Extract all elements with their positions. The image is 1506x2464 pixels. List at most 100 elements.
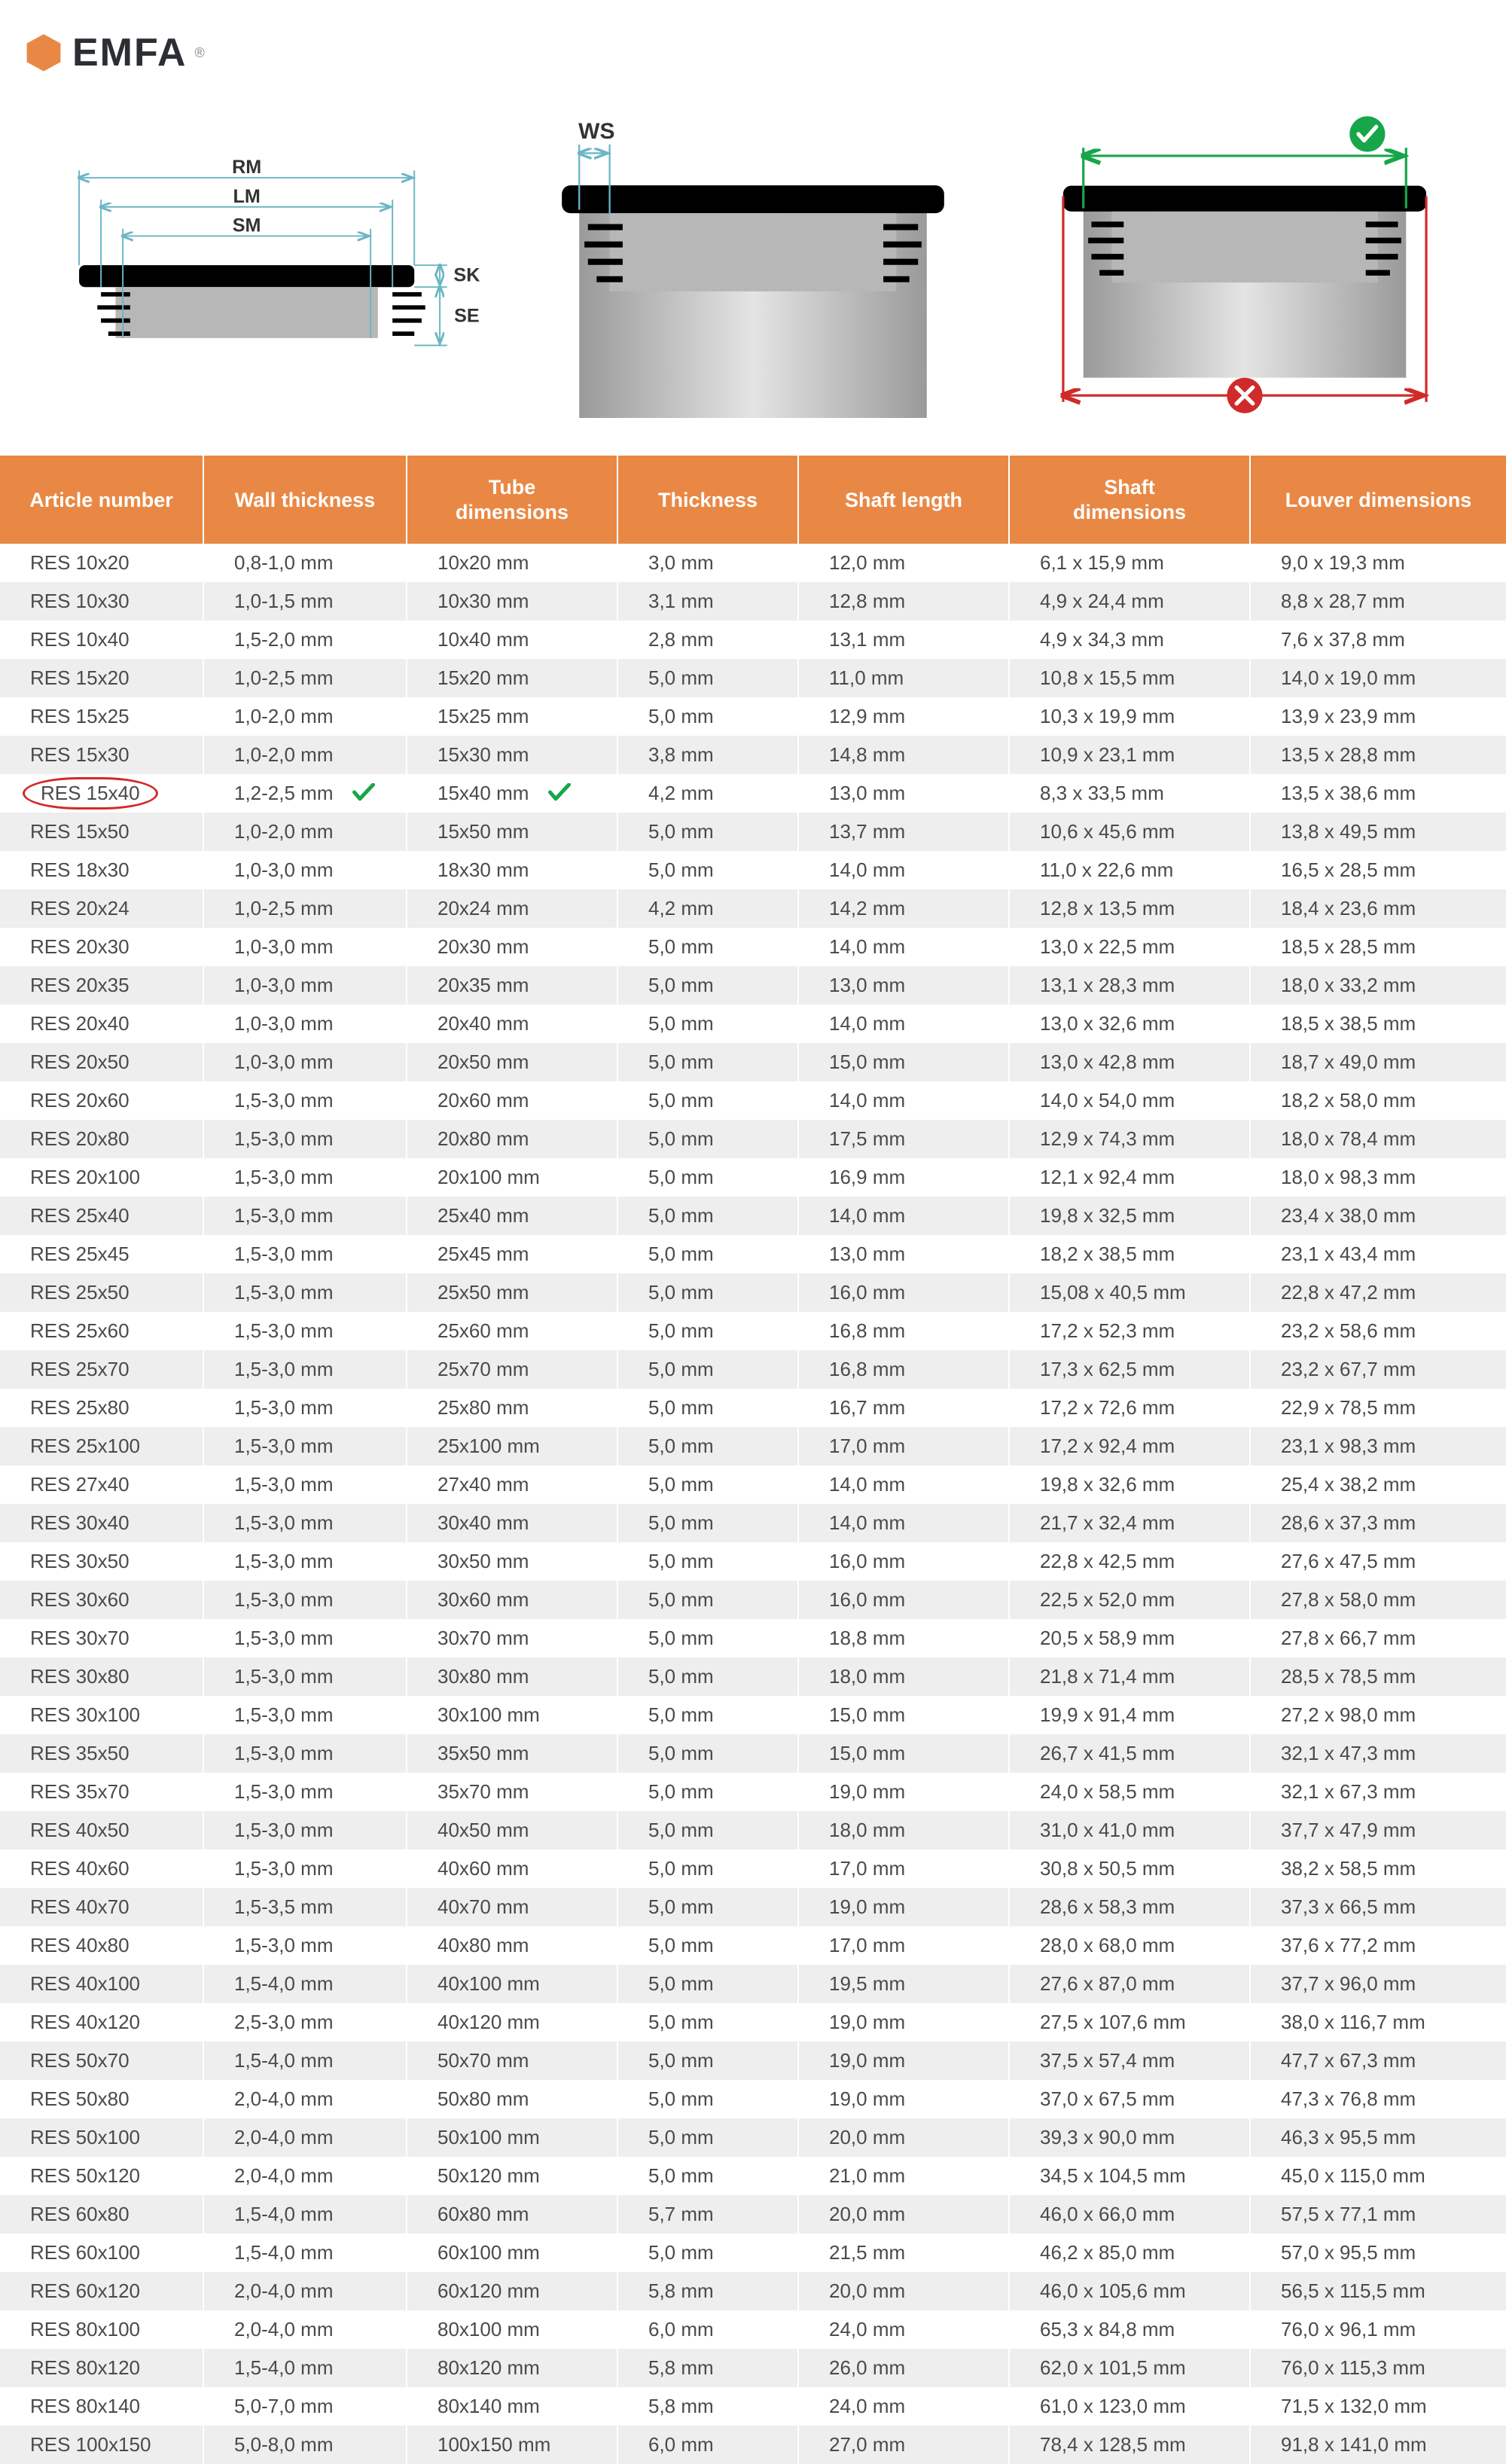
cell-article: RES 10x20 [0,544,203,582]
cell-shaftlen: 13,7 mm [798,813,1009,851]
label-sk: SK [453,264,480,285]
table-row: RES 15x501,0-2,0 mm15x50 mm5,0 mm13,7 mm… [0,813,1506,851]
cell-article: RES 50x80 [0,2080,203,2118]
cell-louver: 18,7 x 49,0 mm [1250,1043,1506,1081]
cell-wall: 1,5-4,0 mm [203,2234,407,2272]
cell-shaftlen: 18,8 mm [798,1619,1009,1657]
cell-thick: 5,0 mm [617,1888,798,1926]
cell-shaftdim: 17,3 x 62,5 mm [1009,1350,1250,1389]
cell-shaftdim: 37,0 x 67,5 mm [1009,2080,1250,2118]
cell-shaftlen: 14,2 mm [798,889,1009,928]
cell-thick: 5,0 mm [617,1773,798,1811]
cell-shaftdim: 31,0 x 41,0 mm [1009,1811,1250,1850]
cell-shaftdim: 15,08 x 40,5 mm [1009,1273,1250,1312]
cell-tube: 15x20 mm [407,659,617,697]
table-row: RES 27x401,5-3,0 mm27x40 mm5,0 mm14,0 mm… [0,1465,1506,1504]
cell-article: RES 25x45 [0,1235,203,1273]
cell-shaftdim: 30,8 x 50,5 mm [1009,1850,1250,1888]
cell-thick: 5,0 mm [617,1120,798,1158]
cell-shaftlen: 14,0 mm [798,1197,1009,1235]
cell-tube: 30x50 mm [407,1542,617,1581]
cell-shaftlen: 17,0 mm [798,1926,1009,1965]
diagram-dimensions: RM LM SM SK SE [35,156,487,418]
cell-article: RES 80x140 [0,2387,203,2426]
cell-shaftlen: 21,5 mm [798,2234,1009,2272]
cell-shaftlen: 24,0 mm [798,2310,1009,2349]
table-row: RES 15x401,2-2,5 mm 15x40 mm 4,2 mm13,0 … [0,774,1506,813]
cell-article: RES 30x80 [0,1657,203,1696]
table-row: RES 20x241,0-2,5 mm20x24 mm4,2 mm14,2 mm… [0,889,1506,928]
cell-shaftlen: 12,9 mm [798,697,1009,736]
cell-article: RES 15x20 [0,659,203,697]
cell-louver: 47,7 x 67,3 mm [1250,2042,1506,2080]
cell-louver: 18,4 x 23,6 mm [1250,889,1506,928]
cell-louver: 8,8 x 28,7 mm [1250,582,1506,621]
cell-louver: 7,6 x 37,8 mm [1250,621,1506,659]
cell-shaftdim: 10,8 x 15,5 mm [1009,659,1250,697]
cell-tube: 80x100 mm [407,2310,617,2349]
table-row: RES 30x601,5-3,0 mm30x60 mm5,0 mm16,0 mm… [0,1581,1506,1619]
cell-louver: 32,1 x 67,3 mm [1250,1773,1506,1811]
cell-article: RES 20x24 [0,889,203,928]
cell-thick: 5,0 mm [617,1965,798,2003]
cell-article: RES 20x60 [0,1081,203,1120]
cell-thick: 5,0 mm [617,1504,798,1542]
cell-tube: 80x140 mm [407,2387,617,2426]
cell-tube: 40x80 mm [407,1926,617,1965]
cell-thick: 6,0 mm [617,2426,798,2464]
cell-louver: 28,6 x 37,3 mm [1250,1504,1506,1542]
brand-hex-icon [23,32,65,74]
cell-thick: 5,0 mm [617,813,798,851]
cell-tube: 40x120 mm [407,2003,617,2042]
cell-tube: 10x40 mm [407,621,617,659]
cell-shaftlen: 27,0 mm [798,2426,1009,2464]
cell-louver: 13,8 x 49,5 mm [1250,813,1506,851]
cell-shaftdim: 19,8 x 32,6 mm [1009,1465,1250,1504]
cell-article: RES 80x120 [0,2349,203,2387]
cell-shaftdim: 10,3 x 19,9 mm [1009,697,1250,736]
cell-shaftdim: 18,2 x 38,5 mm [1009,1235,1250,1273]
cell-tube: 50x70 mm [407,2042,617,2080]
cell-shaftlen: 17,0 mm [798,1427,1009,1465]
table-row: RES 15x301,0-2,0 mm15x30 mm3,8 mm14,8 mm… [0,736,1506,774]
cell-shaftdim: 12,9 x 74,3 mm [1009,1120,1250,1158]
cell-louver: 27,6 x 47,5 mm [1250,1542,1506,1581]
cell-article: RES 40x50 [0,1811,203,1850]
cell-louver: 76,0 x 115,3 mm [1250,2349,1506,2387]
cell-louver: 16,5 x 28,5 mm [1250,851,1506,889]
cell-thick: 5,0 mm [617,1197,798,1235]
cell-shaftdim: 17,2 x 52,3 mm [1009,1312,1250,1350]
th-tube: Tubedimensions [407,456,617,544]
cell-shaftdim: 4,9 x 34,3 mm [1009,621,1250,659]
cell-article: RES 50x70 [0,2042,203,2080]
cell-wall: 1,5-3,0 mm [203,1696,407,1734]
cell-louver: 47,3 x 76,8 mm [1250,2080,1506,2118]
cell-tube: 18x30 mm [407,851,617,889]
cell-shaftdim: 13,0 x 42,8 mm [1009,1043,1250,1081]
cell-article: RES 100x150 [0,2426,203,2464]
table-row: RES 25x801,5-3,0 mm25x80 mm5,0 mm16,7 mm… [0,1389,1506,1427]
table-row: RES 30x1001,5-3,0 mm30x100 mm5,0 mm15,0 … [0,1696,1506,1734]
cell-shaftlen: 17,0 mm [798,1850,1009,1888]
cell-tube: 60x80 mm [407,2195,617,2234]
cell-thick: 2,8 mm [617,621,798,659]
cell-wall: 1,5-3,0 mm [203,1389,407,1427]
cell-louver: 13,5 x 38,6 mm [1250,774,1506,813]
cell-tube: 20x35 mm [407,966,617,1005]
cell-shaftlen: 21,0 mm [798,2157,1009,2195]
cell-louver: 18,0 x 98,3 mm [1250,1158,1506,1197]
cell-article: RES 25x40 [0,1197,203,1235]
cell-article: RES 20x80 [0,1120,203,1158]
cell-shaftdim: 24,0 x 58,5 mm [1009,1773,1250,1811]
cell-wall: 1,5-4,0 mm [203,1965,407,2003]
cell-shaftdim: 26,7 x 41,5 mm [1009,1734,1250,1773]
table-row: RES 30x801,5-3,0 mm30x80 mm5,0 mm18,0 mm… [0,1657,1506,1696]
cell-shaftdim: 11,0 x 22,6 mm [1009,851,1250,889]
cell-shaftlen: 17,5 mm [798,1120,1009,1158]
cell-article: RES 35x70 [0,1773,203,1811]
cell-wall: 1,5-3,5 mm [203,1888,407,1926]
cell-shaftdim: 27,5 x 107,6 mm [1009,2003,1250,2042]
cell-tube: 80x120 mm [407,2349,617,2387]
cell-wall: 1,2-2,5 mm [203,774,407,813]
cell-shaftlen: 13,0 mm [798,1235,1009,1273]
